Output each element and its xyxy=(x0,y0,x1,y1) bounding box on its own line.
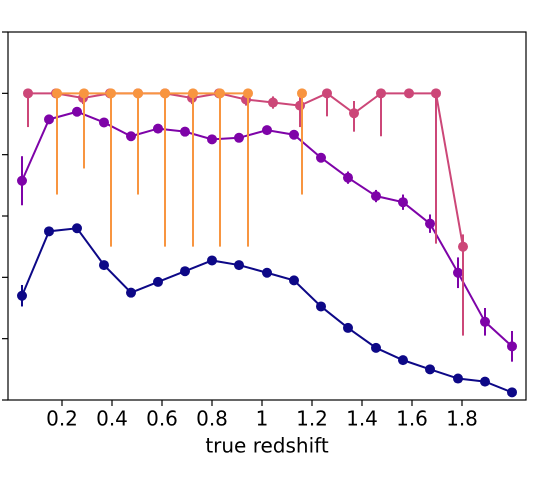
point xyxy=(343,172,353,183)
x-axis-label: true redshift xyxy=(205,434,329,458)
series-line xyxy=(28,92,464,247)
x-tick-label: 1.6 xyxy=(396,407,428,431)
point xyxy=(322,88,332,99)
x-tick-label: 0.4 xyxy=(96,407,128,431)
point xyxy=(126,287,136,298)
point xyxy=(480,316,490,327)
point xyxy=(376,88,386,99)
point xyxy=(234,132,244,143)
point xyxy=(72,223,82,234)
point xyxy=(79,88,89,99)
point xyxy=(289,275,299,286)
series-line xyxy=(21,227,513,394)
x-tick-label: 1.8 xyxy=(446,407,478,431)
point xyxy=(289,129,299,140)
point xyxy=(133,88,143,99)
point xyxy=(425,364,435,375)
point xyxy=(262,125,272,136)
point xyxy=(44,114,54,125)
point xyxy=(160,88,170,99)
point xyxy=(398,197,408,208)
point xyxy=(398,355,408,366)
point xyxy=(316,152,326,163)
point xyxy=(153,276,163,287)
x-tick-label: 1 xyxy=(256,407,269,431)
point xyxy=(17,290,27,301)
point xyxy=(453,267,463,278)
point xyxy=(316,301,326,312)
point xyxy=(480,376,490,387)
series-line xyxy=(21,110,513,348)
point xyxy=(180,266,190,277)
point xyxy=(297,88,307,99)
point xyxy=(17,175,27,186)
point xyxy=(453,373,463,384)
point xyxy=(458,241,468,252)
point xyxy=(507,341,517,352)
x-tick-label: 1.2 xyxy=(296,407,328,431)
point xyxy=(153,123,163,134)
point xyxy=(234,260,244,271)
point xyxy=(207,255,217,266)
point xyxy=(99,117,109,128)
x-tick-label: 1.4 xyxy=(346,407,378,431)
point xyxy=(52,88,62,99)
point xyxy=(507,387,517,398)
point xyxy=(404,88,414,99)
point xyxy=(349,108,359,119)
x-tick-label: 0.8 xyxy=(196,407,228,431)
x-tick-label: 0.2 xyxy=(46,407,78,431)
point xyxy=(207,134,217,145)
plot-frame xyxy=(7,31,527,401)
point xyxy=(343,322,353,333)
point xyxy=(188,88,198,99)
point xyxy=(72,106,82,117)
point xyxy=(126,131,136,142)
point xyxy=(268,97,278,108)
point xyxy=(431,88,441,99)
point xyxy=(23,88,33,99)
point xyxy=(44,226,54,237)
point xyxy=(106,88,116,99)
point xyxy=(425,218,435,229)
point xyxy=(262,267,272,278)
point xyxy=(99,260,109,271)
x-tick-label: 0.6 xyxy=(146,407,178,431)
point xyxy=(215,88,225,99)
point xyxy=(243,88,253,99)
point xyxy=(295,100,305,111)
point xyxy=(180,126,190,137)
point xyxy=(371,342,381,353)
point xyxy=(371,191,381,202)
